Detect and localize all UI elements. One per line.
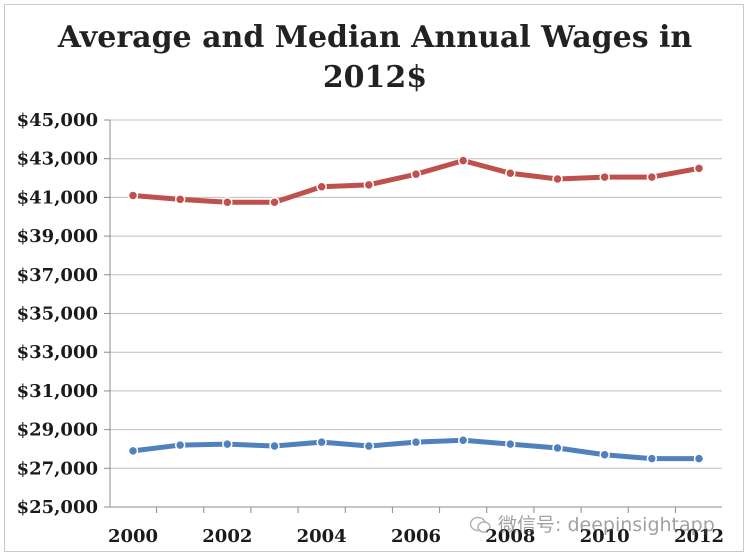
data-point [693, 163, 705, 174]
data-point [363, 440, 375, 452]
axes [104, 119, 722, 513]
y-tick-label: $27,000 [17, 458, 98, 479]
series-line [130, 158, 702, 205]
series-1 [127, 155, 705, 208]
x-tick-label: 2002 [202, 526, 252, 547]
data-point [174, 439, 186, 451]
data-point [457, 155, 469, 166]
data-point [174, 194, 186, 205]
data-point [410, 436, 422, 448]
y-tick-label: $31,000 [17, 381, 98, 402]
y-axis-ticks: $45,000 $43,000 $41,000 $39,000 $37,000 $35,0… [17, 110, 98, 518]
data-point [552, 442, 563, 454]
data-point [599, 171, 610, 183]
y-tick-label: $29,000 [17, 420, 98, 441]
data-point [127, 445, 139, 457]
y-tick-label: $45,000 [17, 110, 98, 131]
data-point [363, 179, 375, 191]
y-tick-label: $43,000 [17, 149, 98, 170]
wechat-icon [469, 514, 492, 536]
data-point [269, 440, 280, 452]
y-tick-label: $39,000 [17, 226, 98, 247]
watermark-text: 微信号: deepinsightapp [498, 514, 715, 536]
data-point [222, 196, 233, 208]
watermark: 微信号: deepinsightapp [469, 510, 715, 537]
x-tick-label: 2000 [108, 526, 158, 547]
y-tick-label: $25,000 [17, 497, 98, 518]
gridlines [110, 119, 722, 508]
chart-title: Average and Median Annual Wages in 2012$ [57, 20, 693, 95]
x-tick-label: 2010 [580, 526, 630, 547]
x-axis-ticks: 2000 2002 2004 2006 2008 2010 2012 [108, 526, 724, 547]
chart-frame [4, 4, 744, 552]
series-2 [127, 434, 705, 464]
data-point [552, 173, 563, 185]
data-point [693, 453, 705, 464]
x-tick-label: 2006 [391, 526, 441, 547]
y-tick-label: $41,000 [17, 187, 98, 208]
data-point [646, 453, 658, 464]
data-point [127, 190, 139, 201]
data-point [316, 436, 327, 448]
y-tick-label: $35,000 [17, 304, 98, 325]
data-point [505, 167, 516, 179]
data-point [457, 434, 469, 446]
data-point [646, 171, 658, 183]
x-tick-label: 2012 [674, 526, 724, 547]
data-point [269, 196, 280, 208]
data-point [599, 449, 610, 461]
data-point [505, 438, 516, 450]
data-point [222, 438, 233, 450]
data-point [410, 168, 422, 180]
x-tick-label: 2004 [297, 526, 347, 547]
data-point [316, 181, 327, 193]
x-tick-label: 2008 [485, 526, 535, 547]
y-tick-label: $33,000 [17, 342, 98, 363]
y-tick-label: $37,000 [17, 265, 98, 286]
series-layer [127, 155, 705, 464]
